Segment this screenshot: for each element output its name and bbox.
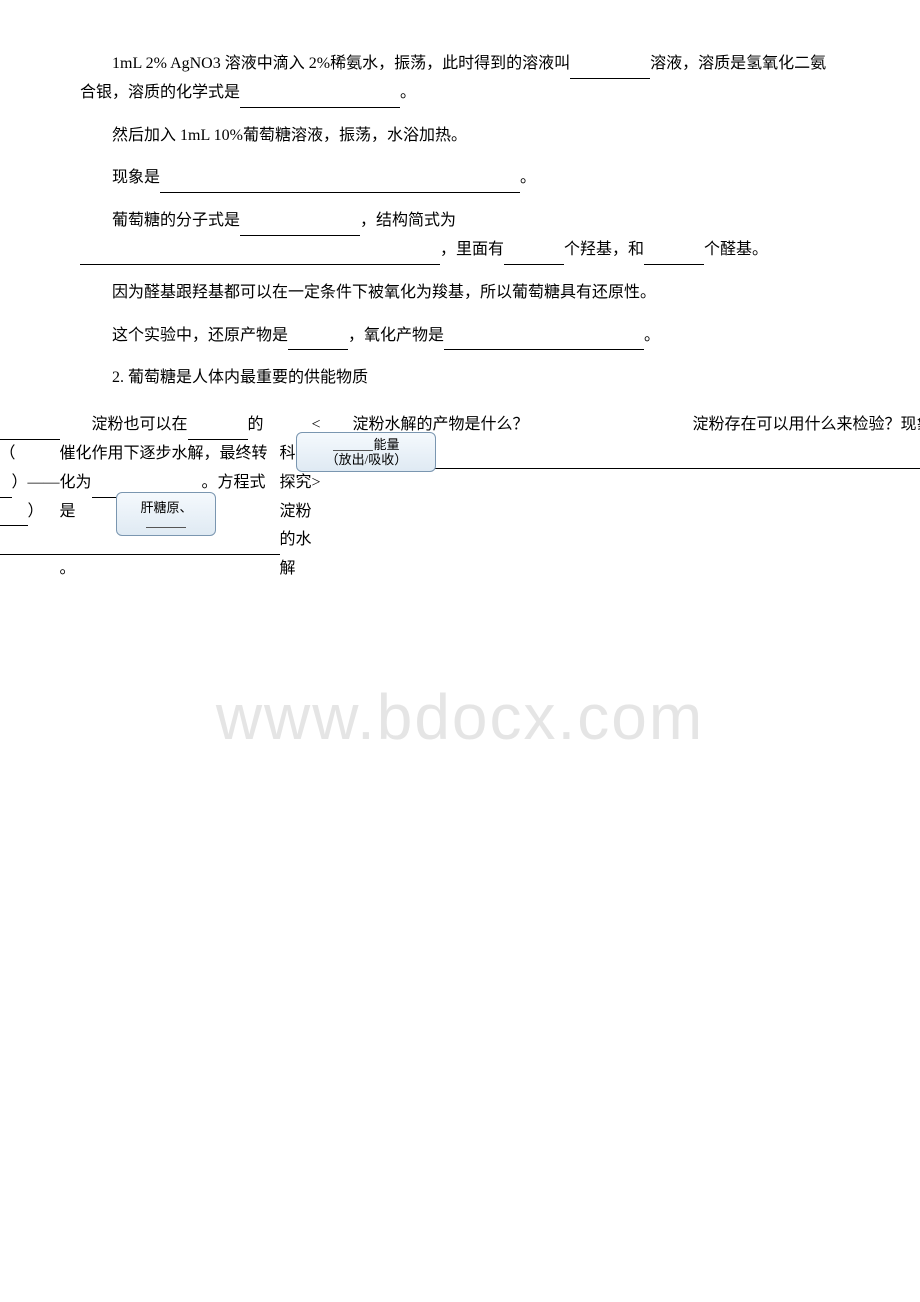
p4-text-c: ，里面有 xyxy=(440,241,504,258)
p4-text-b: ，结构简式为 xyxy=(360,212,456,229)
blank xyxy=(504,246,564,265)
blank xyxy=(80,246,440,265)
blank xyxy=(644,246,704,265)
blank xyxy=(0,507,28,526)
p1-text-c: 。 xyxy=(400,84,416,101)
paragraph-7: 2. 葡萄糖是人体内最重要的供能物质 xyxy=(80,364,840,393)
blank xyxy=(188,421,248,440)
blank xyxy=(240,217,360,236)
node-energy: 能量 （放出/吸收） xyxy=(296,432,436,472)
paragraph-5: 因为醛基跟羟基都可以在一定条件下被氧化为羧基，所以葡萄糖具有还原性。 xyxy=(80,279,840,308)
blank xyxy=(570,60,650,79)
paragraph-6: 这个实验中，还原产物是 ，氧化产物是 。 xyxy=(80,322,840,351)
p17-text-a: 淀粉水解的产物是什么？ xyxy=(353,416,529,433)
p15-text-a: 淀粉也可以在 xyxy=(92,416,188,433)
p4-text-a: 葡萄糖的分子式是 xyxy=(112,212,240,229)
blank xyxy=(444,331,644,350)
p6-text-b: ，氧化产物是 xyxy=(348,327,444,344)
blank xyxy=(146,515,186,528)
p4-text-d: 个羟基，和 xyxy=(564,241,644,258)
blank xyxy=(288,331,348,350)
p6-text-a: 这个实验中，还原产物是 xyxy=(112,327,288,344)
p14-text-b: ）——（ xyxy=(0,445,16,462)
blank xyxy=(60,536,280,555)
blank xyxy=(0,536,60,555)
paragraph-3: 现象是 。 xyxy=(80,164,840,193)
paragraph-17: 淀粉水解的产物是什么？ xyxy=(321,411,661,843)
p18-text: 淀粉存在可以用什么来检验？现象是什么？ xyxy=(693,416,920,433)
p3-text-b: 。 xyxy=(520,169,536,186)
node-liver: 肝糖原、 xyxy=(116,492,216,536)
paragraph-1: 1mL 2% AgNO3 溶液中滴入 2%稀氨水，振荡，此时得到的溶液叫溶液，溶… xyxy=(80,50,840,108)
paragraph-15: 淀粉也可以在的催化作用下逐步水解，最终转化为。方程式是 。 xyxy=(60,411,280,843)
paragraph-4: 葡萄糖的分子式是 ，结构简式为 ，里面有 个羟基，和 个醛基。 xyxy=(80,207,840,265)
blank xyxy=(160,174,520,193)
liver-label: 肝糖原、 xyxy=(140,500,192,516)
p3-text-a: 现象是 xyxy=(112,169,160,186)
paragraph-14: （）——（）——（）——（） xyxy=(0,411,60,843)
energy-label-1: 能量 xyxy=(373,437,399,453)
p6-text-c: 。 xyxy=(644,327,660,344)
blank xyxy=(0,478,12,497)
p1-text-a: 1mL 2% AgNO3 溶液中滴入 2%稀氨水，振荡，此时得到的溶液叫 xyxy=(112,55,570,72)
paragraph-18: 淀粉存在可以用什么来检验？现象是什么？ xyxy=(661,411,920,843)
blank xyxy=(661,450,920,469)
paragraph-16: <科学探究>淀粉的水解 xyxy=(280,411,321,843)
blank xyxy=(0,421,60,440)
energy-label-2: （放出/吸收） xyxy=(326,452,408,468)
paragraph-2: 然后加入 1mL 10%葡萄糖溶液，振荡，水浴加热。 xyxy=(80,122,840,151)
blank xyxy=(240,88,400,107)
p4-text-e: 个醛基。 xyxy=(704,241,768,258)
p15-text-d: 。 xyxy=(60,560,76,577)
blank xyxy=(333,438,373,451)
